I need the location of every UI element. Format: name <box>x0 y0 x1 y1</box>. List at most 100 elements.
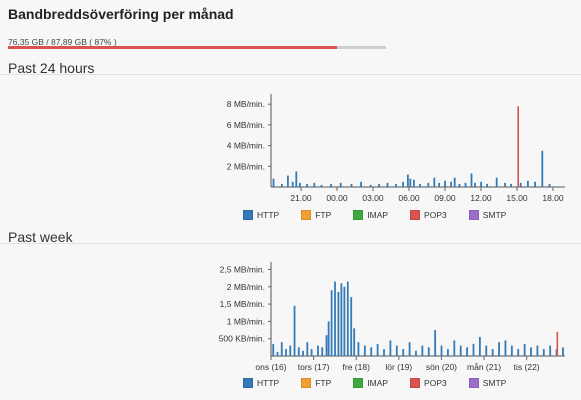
week-section-divider <box>0 243 581 244</box>
bar-http <box>340 283 343 356</box>
bar-http <box>421 345 424 356</box>
bar-http <box>293 305 296 356</box>
bar-http <box>360 181 362 187</box>
legend-swatch <box>301 378 312 388</box>
bar-http <box>536 345 539 356</box>
x-tick-label: tis (22) <box>514 362 540 372</box>
bar-http <box>306 183 308 187</box>
bar-http <box>504 182 506 187</box>
bar-http <box>504 340 507 356</box>
y-tick-label: 1,5 MB/min. <box>220 299 265 309</box>
bar-http <box>327 321 330 356</box>
bar-http <box>464 182 467 187</box>
legend-item-smtp: SMTP <box>468 210 507 220</box>
bar-http <box>306 342 309 356</box>
legend-label: SMTP <box>482 210 507 220</box>
bar-http <box>485 345 488 356</box>
bar-http <box>383 349 385 356</box>
bar-http <box>407 174 409 187</box>
bar-http <box>408 342 411 356</box>
y-tick-label: 1 MB/min. <box>227 316 265 326</box>
bar-http <box>413 179 415 187</box>
bar-http <box>299 182 301 187</box>
bar-http <box>466 347 468 356</box>
x-tick-label: mån (21) <box>467 362 501 372</box>
legend-swatch <box>243 378 253 388</box>
week-chart: 2,5 MB/min. 2 MB/min. 1,5 MB/min. 1 MB/min.… <box>219 262 565 372</box>
legend-swatch <box>301 210 312 220</box>
bar-http <box>409 178 412 187</box>
bar-http <box>334 281 336 356</box>
bar-http <box>458 183 461 187</box>
bar-http <box>395 345 398 356</box>
bar-http <box>447 349 449 356</box>
legend-label: IMAP <box>367 378 389 388</box>
bar-http <box>480 181 482 187</box>
bar-http <box>402 349 405 356</box>
y-tick-label: 500 KB/min. <box>219 334 265 344</box>
day-chart: 8 MB/min. 6 MB/min. 4 MB/min. 2 MB/min. 21.0… <box>227 94 565 203</box>
x-tick-label: 09.00 <box>434 193 456 203</box>
bar-http <box>321 347 324 356</box>
bar-http <box>402 181 404 187</box>
legend-label: IMAP <box>367 210 389 220</box>
page-title: Bandbreddsöverföring per månad <box>8 6 234 22</box>
legend-label: HTTP <box>257 378 280 388</box>
bar-http <box>530 347 532 356</box>
bar-http <box>297 347 300 356</box>
bar-http <box>440 345 443 356</box>
bar-http <box>302 350 304 356</box>
x-tick-label: 03.00 <box>362 193 384 203</box>
legend-swatch <box>410 378 421 388</box>
bar-http <box>350 183 353 187</box>
week-chart-legend: HTTP FTP IMAP POP3 SMTP <box>243 378 528 388</box>
legend-item-ftp: FTP <box>301 210 331 220</box>
bar-http <box>549 345 552 356</box>
bar-http <box>389 340 392 356</box>
bar-http <box>474 182 476 187</box>
bar-http <box>363 345 366 356</box>
bar-http <box>369 184 372 187</box>
bar-http <box>272 343 275 356</box>
legend-swatch <box>468 378 479 388</box>
bar-http <box>276 351 279 356</box>
bar-http <box>337 291 340 356</box>
x-tick-label: 15.00 <box>506 193 528 203</box>
legend-item-smtp: SMTP <box>468 378 506 388</box>
bar-http <box>472 343 475 356</box>
x-tick-label: 18.00 <box>542 193 564 203</box>
bar-http <box>325 335 328 356</box>
bar-http <box>376 343 379 356</box>
bar-http <box>510 345 513 356</box>
usage-progress-fill <box>8 46 337 49</box>
bar-http <box>510 183 512 187</box>
legend-item-pop3: POP3 <box>410 378 447 388</box>
bar-http <box>542 349 545 356</box>
bar-pop3 <box>517 106 519 187</box>
day-section-divider <box>0 74 581 75</box>
legend-swatch <box>468 210 479 220</box>
legend-item-http: HTTP <box>243 210 279 220</box>
bar-http <box>534 181 536 187</box>
bar-http <box>346 281 349 356</box>
bar-http <box>541 150 544 187</box>
bar-http <box>495 177 498 187</box>
bar-http <box>498 342 500 356</box>
bar-http <box>453 340 456 356</box>
bar-http <box>295 171 298 187</box>
x-tick-label: lör (19) <box>385 362 412 372</box>
bar-http <box>353 328 356 356</box>
bar-http <box>450 181 452 187</box>
legend-label: FTP <box>315 378 332 388</box>
bar-http <box>517 349 520 356</box>
bar-http <box>280 342 283 356</box>
bar-http <box>427 182 430 187</box>
legend-item-imap: IMAP <box>353 210 388 220</box>
bar-http <box>419 183 421 187</box>
day-section-heading: Past 24 hours <box>8 60 95 76</box>
bar-http <box>357 342 360 356</box>
bar-http <box>339 182 342 187</box>
legend-label: POP3 <box>424 210 447 220</box>
bar-http <box>470 173 473 187</box>
y-tick-label: 8 MB/min. <box>227 99 265 109</box>
